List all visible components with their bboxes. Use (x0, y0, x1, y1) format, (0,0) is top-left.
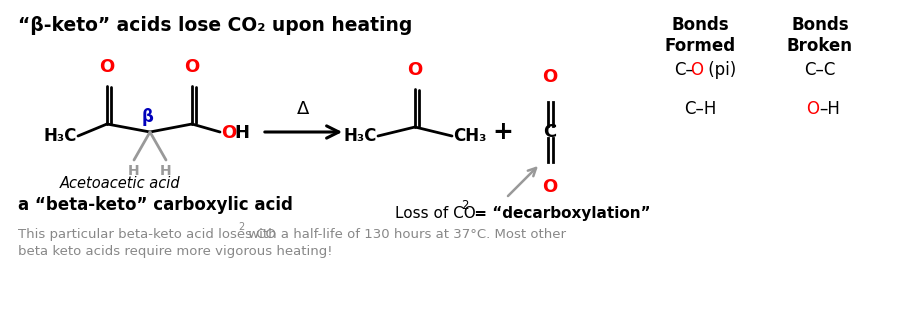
Text: beta keto acids require more vigorous heating!: beta keto acids require more vigorous he… (18, 245, 332, 258)
Text: +: + (492, 120, 513, 144)
Text: O: O (184, 58, 199, 76)
Text: H: H (233, 124, 249, 142)
Text: CH₃: CH₃ (452, 127, 486, 145)
Text: = “decarboxylation”: = “decarboxylation” (469, 206, 650, 221)
Text: This particular beta-keto acid loses CO: This particular beta-keto acid loses CO (18, 228, 276, 241)
Text: Loss of CO: Loss of CO (394, 206, 475, 221)
Text: a “beta-keto” carboxylic acid: a “beta-keto” carboxylic acid (18, 196, 292, 214)
Text: O: O (689, 61, 702, 79)
Text: H₃C: H₃C (43, 127, 77, 145)
Text: Δ: Δ (297, 100, 310, 118)
Text: β: β (142, 108, 153, 126)
Text: Bonds
Formed: Bonds Formed (664, 16, 735, 55)
Text: –H: –H (818, 100, 839, 118)
Text: H₃C: H₃C (344, 127, 377, 145)
Text: H: H (160, 164, 172, 178)
Text: Acetoacetic acid: Acetoacetic acid (60, 176, 180, 191)
Text: C: C (543, 123, 556, 141)
Text: O: O (221, 124, 236, 142)
Text: O: O (99, 58, 115, 76)
Text: O: O (407, 61, 422, 79)
Text: “β-keto” acids lose CO₂ upon heating: “β-keto” acids lose CO₂ upon heating (18, 16, 412, 35)
Text: C–H: C–H (683, 100, 715, 118)
Text: with a half-life of 130 hours at 37°C. Most other: with a half-life of 130 hours at 37°C. M… (244, 228, 565, 241)
Text: (pi): (pi) (702, 61, 735, 79)
Text: 2: 2 (460, 199, 468, 212)
Text: Bonds
Broken: Bonds Broken (786, 16, 852, 55)
Text: O: O (542, 68, 557, 86)
Text: O: O (542, 178, 557, 196)
Text: H: H (128, 164, 140, 178)
Text: O: O (805, 100, 818, 118)
Text: 2: 2 (238, 222, 244, 232)
Text: C–C: C–C (803, 61, 834, 79)
Text: C–: C– (674, 61, 693, 79)
